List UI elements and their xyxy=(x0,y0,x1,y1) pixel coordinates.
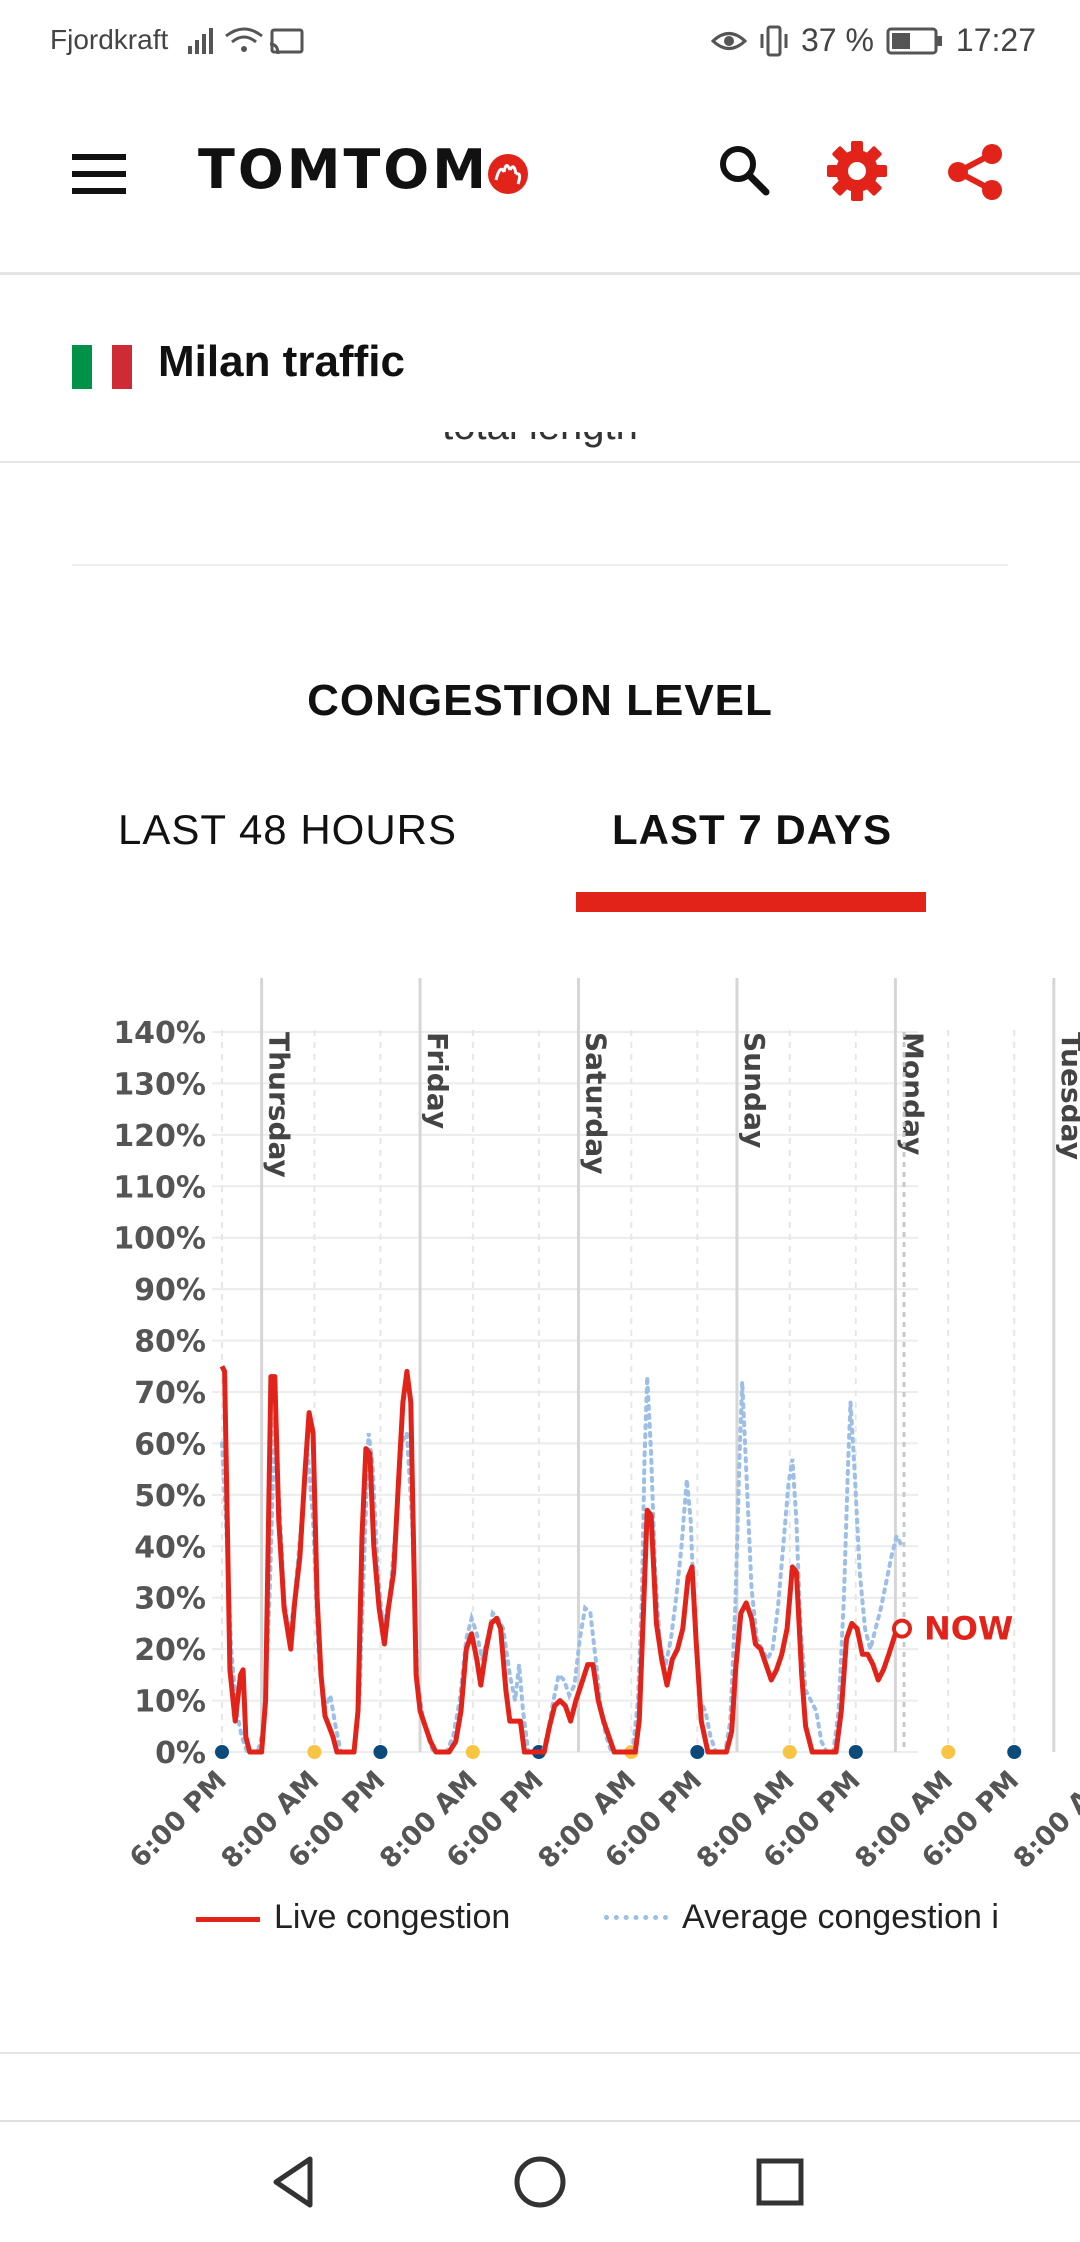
y-tick-label: 100% xyxy=(113,1222,206,1257)
y-tick-label: 0% xyxy=(155,1736,206,1771)
back-icon[interactable] xyxy=(268,2154,318,2210)
tab-last-7-days[interactable]: LAST 7 DAYS xyxy=(612,806,893,853)
y-tick-label: 30% xyxy=(134,1582,206,1617)
city-header: Milan traffic xyxy=(0,275,1080,463)
y-tick-label: 110% xyxy=(113,1170,206,1205)
evening-marker-dot xyxy=(848,1745,863,1759)
share-icon[interactable] xyxy=(944,142,1008,202)
y-tick-label: 10% xyxy=(134,1685,206,1720)
menu-icon[interactable] xyxy=(72,152,126,196)
y-tick-label: 140% xyxy=(113,1016,206,1051)
y-tick-label: 130% xyxy=(113,1067,206,1102)
chart-legend: Live congestion Average congestion i xyxy=(0,1894,1010,1944)
morning-marker-dot xyxy=(465,1745,480,1759)
legend-live-label[interactable]: Live congestion xyxy=(274,1898,511,1936)
y-tick-label: 20% xyxy=(134,1633,206,1668)
y-tick-label: 50% xyxy=(134,1479,206,1514)
series-live-congestion xyxy=(219,1365,904,1755)
y-tick-label: 40% xyxy=(134,1530,206,1565)
day-label: Friday xyxy=(421,1032,454,1129)
day-label: Thursday xyxy=(263,1032,296,1178)
congestion-chart: 0% 10% 20% 30% 40% 50% 60% 70% 80% 90% 100% 110% 120… xyxy=(113,978,1080,1875)
y-tick-label: 70% xyxy=(134,1376,206,1411)
morning-marker-dot xyxy=(782,1745,797,1759)
day-label: Saturday xyxy=(580,1032,613,1175)
vibrate-icon xyxy=(760,25,788,56)
status-bar: Fjordkraft 37 % 17:27 xyxy=(0,0,1080,82)
gear-icon[interactable] xyxy=(826,140,888,202)
tomtom-hand-icon xyxy=(488,154,528,194)
y-tick-label: 60% xyxy=(134,1427,206,1462)
search-icon[interactable] xyxy=(716,142,772,198)
evening-marker-dot xyxy=(1007,1745,1022,1759)
tab-last-48-hours[interactable]: LAST 48 HOURS xyxy=(118,806,458,853)
y-tick-label: 80% xyxy=(134,1325,206,1360)
morning-marker-dot xyxy=(307,1745,322,1759)
y-tick-label: 90% xyxy=(134,1273,206,1308)
evening-marker-dot xyxy=(215,1745,229,1759)
app-bar: TOMTOM xyxy=(0,82,1080,275)
day-label: Sunday xyxy=(738,1032,771,1148)
clock: 17:27 xyxy=(955,22,1036,58)
signal-icon xyxy=(188,27,304,55)
section-title: CONGESTION LEVEL xyxy=(307,676,773,725)
battery-icon xyxy=(886,27,942,54)
italy-flag-icon xyxy=(72,345,132,389)
evening-marker-dot xyxy=(690,1745,705,1759)
active-tab-indicator xyxy=(576,892,926,912)
status-right-group: 37 % 17:27 xyxy=(710,22,1036,59)
legend-average-label[interactable]: Average congestion i xyxy=(682,1898,999,1936)
eye-icon xyxy=(710,31,747,50)
now-marker xyxy=(892,1618,912,1639)
day-label: Tuesday xyxy=(1055,1032,1080,1160)
page-title: Milan traffic xyxy=(158,337,405,386)
home-icon[interactable] xyxy=(508,2154,572,2210)
clipped-text: total length xyxy=(0,432,1080,462)
tomtom-logo[interactable]: TOMTOM xyxy=(198,138,489,201)
carrier-label: Fjordkraft xyxy=(50,24,169,55)
battery-percent: 37 % xyxy=(800,22,874,58)
y-tick-label: 120% xyxy=(113,1119,206,1154)
divider xyxy=(72,564,1008,566)
system-nav-bar xyxy=(0,2120,1080,2242)
now-label: NOW xyxy=(924,1610,1013,1648)
recent-apps-icon[interactable] xyxy=(754,2156,806,2208)
x-tick-label: 6:00 PM xyxy=(124,1765,233,1874)
evening-marker-dot xyxy=(373,1745,388,1759)
divider xyxy=(0,2052,1080,2054)
day-label: Monday xyxy=(896,1032,929,1155)
morning-marker-dot xyxy=(941,1745,956,1759)
legend-average-swatch xyxy=(604,1915,668,1920)
legend-live-swatch xyxy=(196,1917,260,1922)
